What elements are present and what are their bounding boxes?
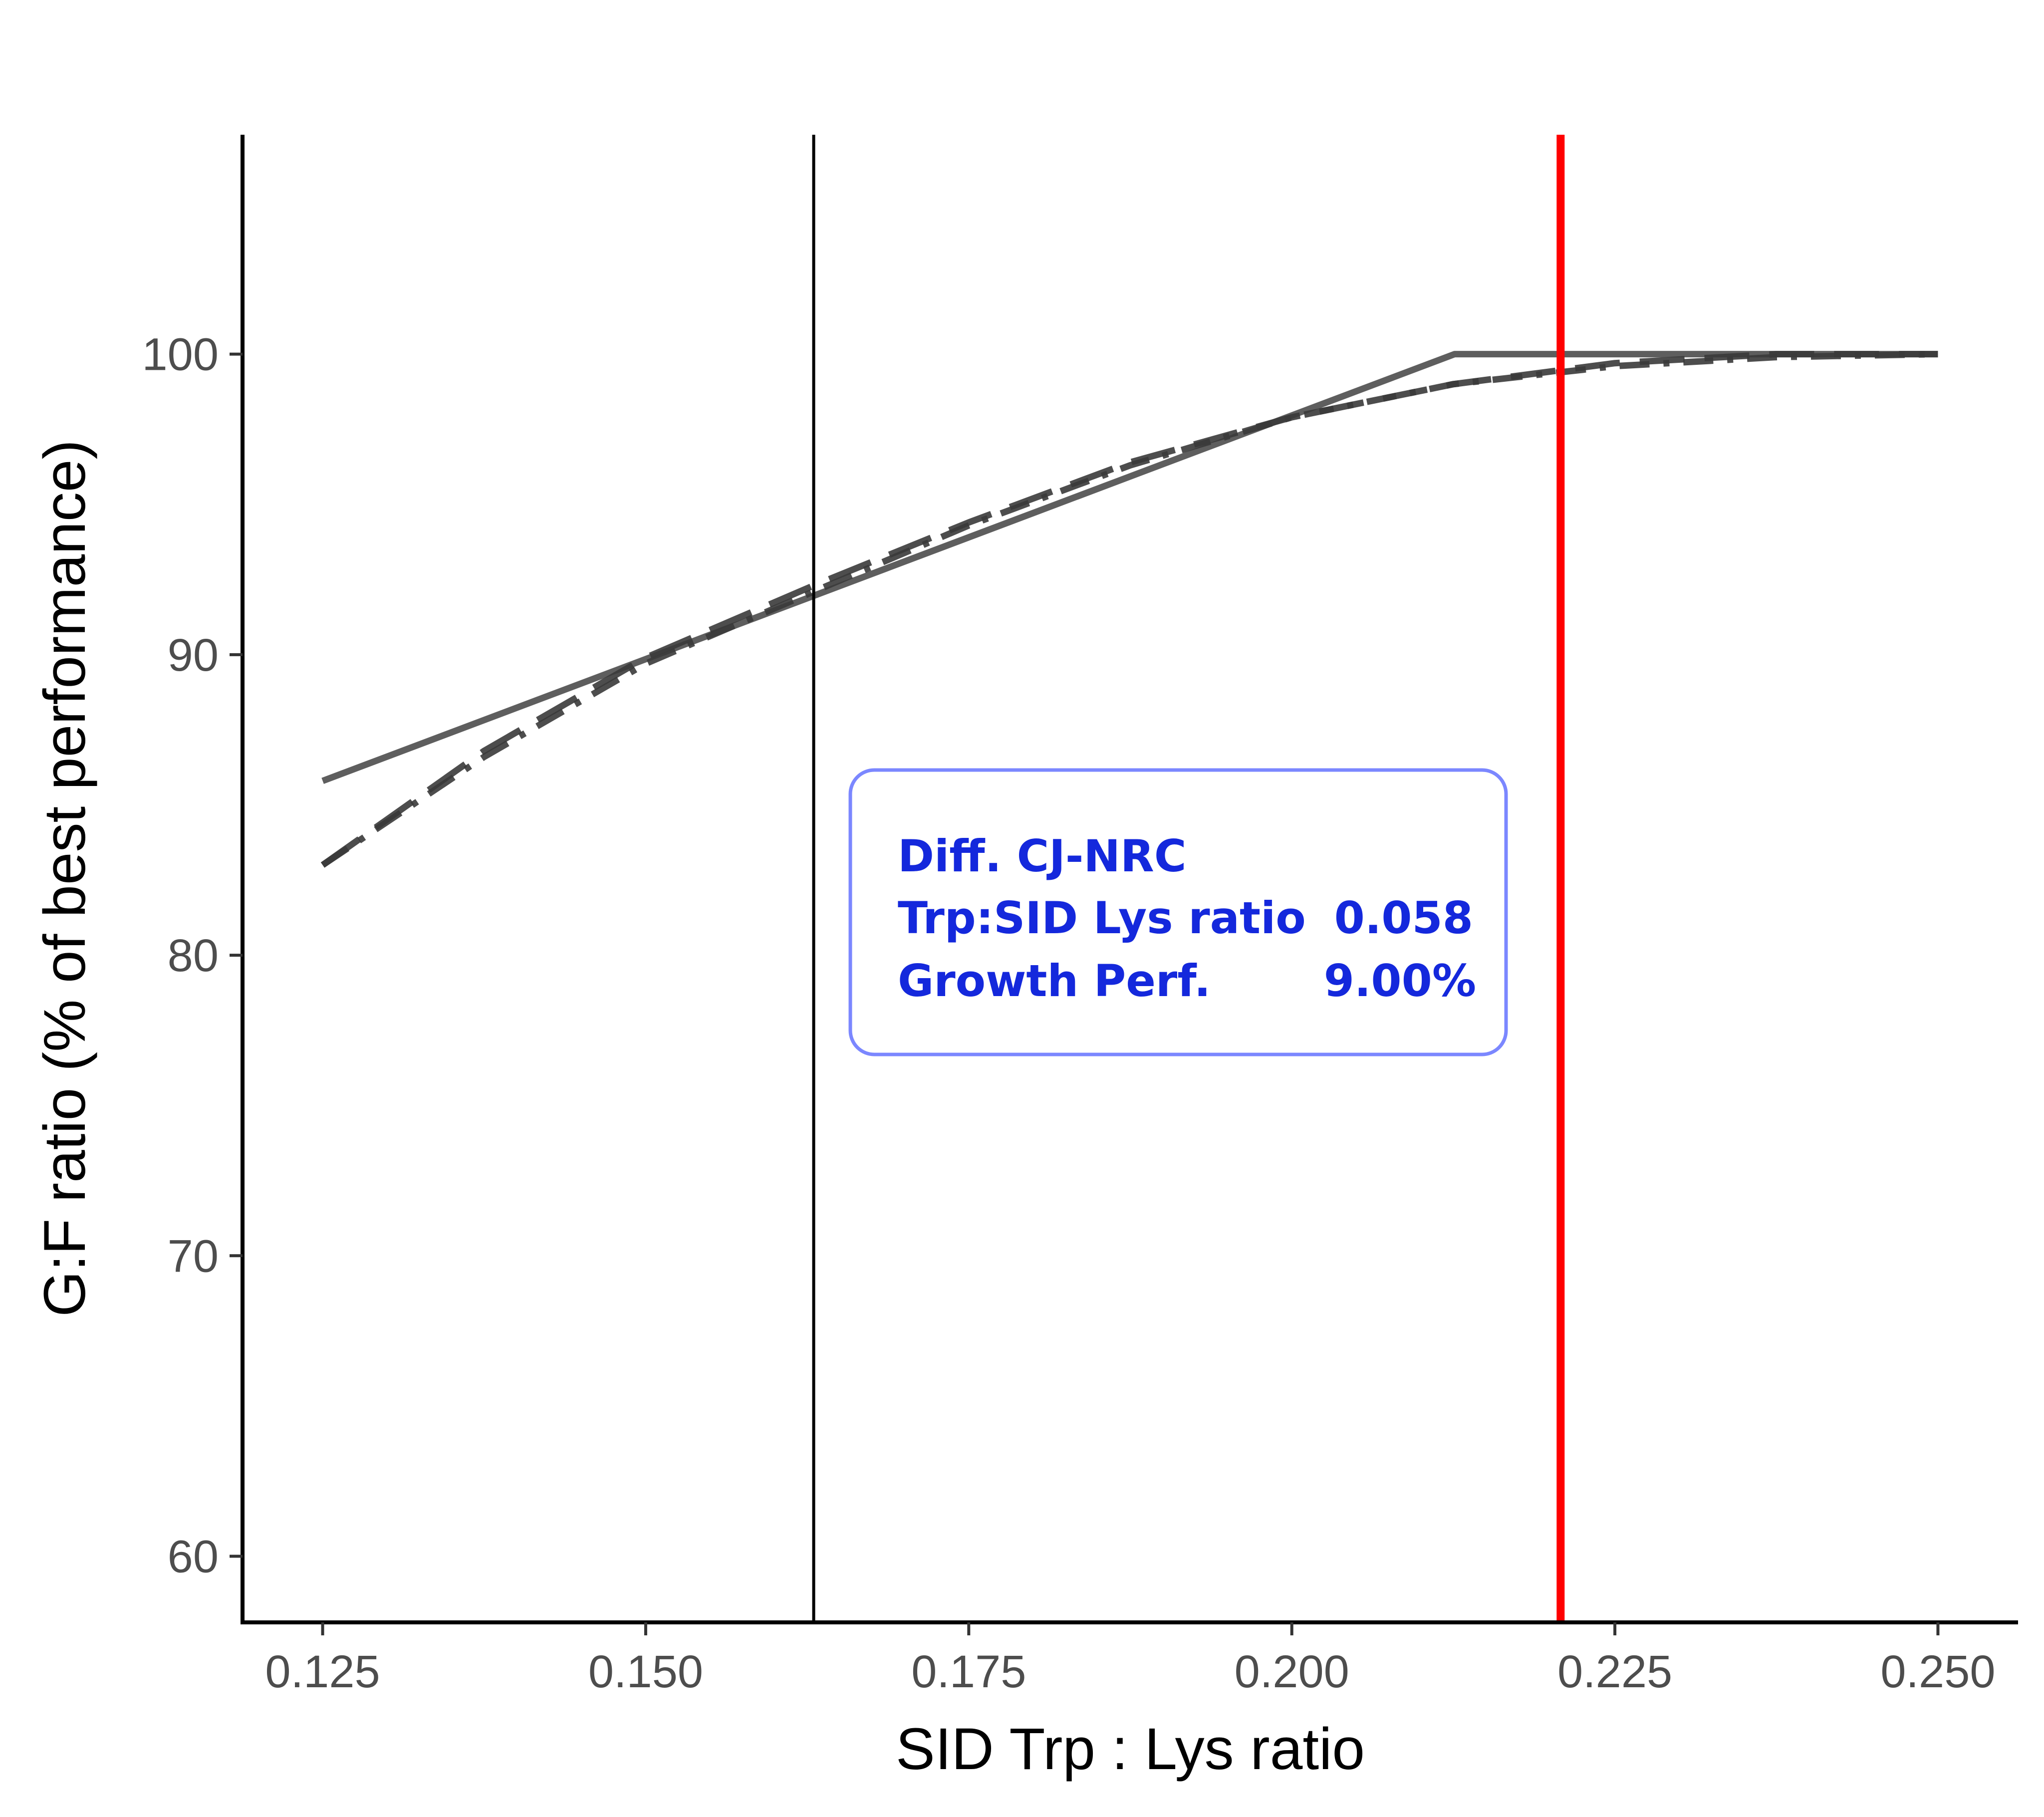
annotation-row-label: Growth Perf.: [898, 955, 1211, 1007]
y-tick-label: 90: [168, 630, 219, 681]
annotation-box: Diff. CJ-NRC Trp:SID Lys ratio 0.058 Gro…: [848, 768, 1508, 1056]
x-tick-label: 0.125: [265, 1646, 380, 1697]
x-tick-label: 0.250: [1880, 1646, 1995, 1697]
x-tick-label: 0.225: [1557, 1646, 1672, 1697]
x-axis-title: SID Trp : Lys ratio: [896, 1716, 1365, 1782]
plot-area: [320, 135, 1938, 1622]
annotation-row-value: 9.00%: [1324, 955, 1476, 1007]
y-axis-title: G:F ratio (% of best performance): [32, 440, 98, 1317]
annotation-row-value: 0.058: [1334, 892, 1473, 944]
y-tick-label: 60: [168, 1532, 219, 1582]
y-tick-label: 70: [168, 1231, 219, 1282]
y-tick-label: 80: [168, 930, 219, 981]
annotation-border: [848, 768, 1508, 1056]
annotation-row-label: Trp:SID Lys ratio: [898, 892, 1306, 944]
series-line-broken-line: [321, 351, 1938, 784]
axes: [241, 135, 2018, 1624]
x-tick-label: 0.200: [1235, 1646, 1349, 1697]
annotation-title: Diff. CJ-NRC: [898, 830, 1186, 882]
x-tick-label: 0.150: [588, 1646, 703, 1697]
x-tick-label: 0.175: [911, 1646, 1026, 1697]
series-line-curvilinear-longdash: [320, 351, 1938, 868]
y-tick-label: 100: [142, 329, 219, 380]
